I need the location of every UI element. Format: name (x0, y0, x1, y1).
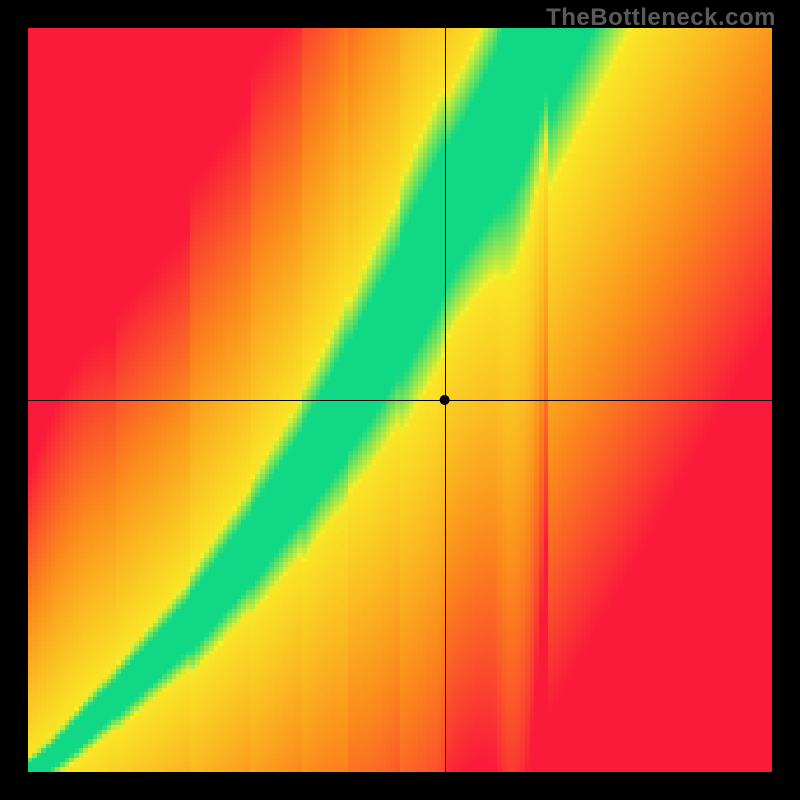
heatmap-plot (28, 28, 772, 772)
chart-container: TheBottleneck.com (0, 0, 800, 800)
heatmap-canvas (28, 28, 772, 772)
watermark-label: TheBottleneck.com (546, 4, 776, 32)
